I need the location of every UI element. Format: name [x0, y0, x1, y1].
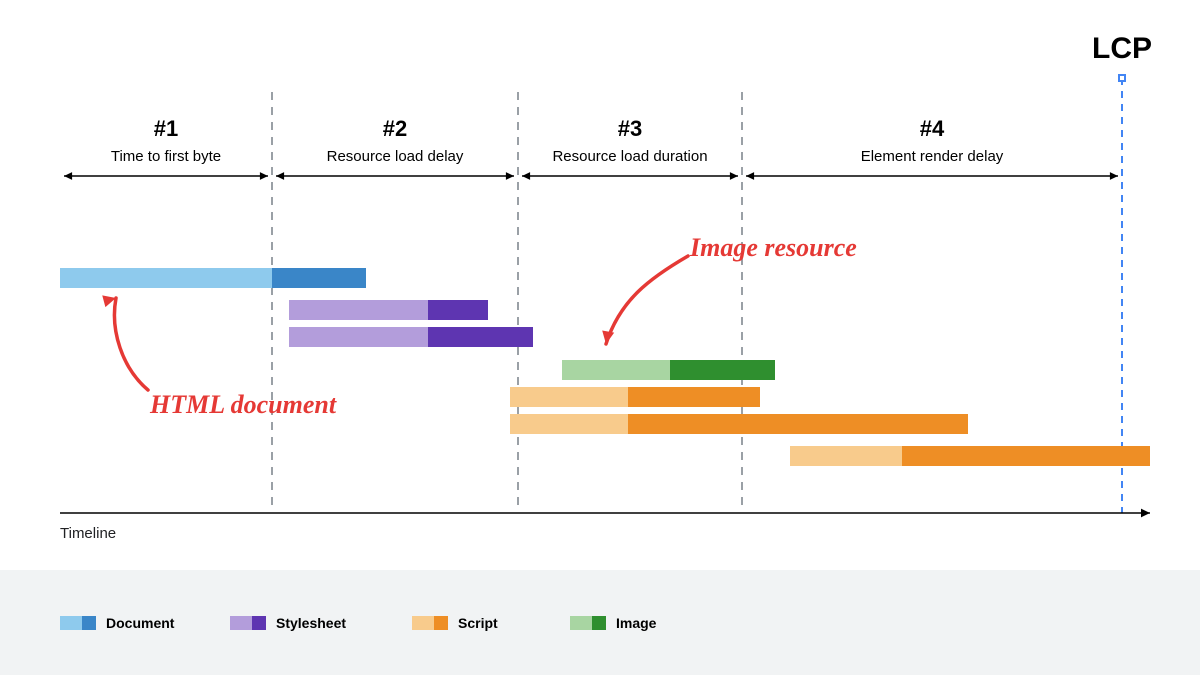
bar-document-light	[60, 268, 272, 288]
phase-3-subtitle: Resource load duration	[552, 148, 707, 165]
phase-1-subtitle: Time to first byte	[111, 148, 221, 165]
phase-4-title: #4	[920, 116, 944, 142]
annotation-html-document-arrow	[114, 298, 148, 390]
annotation-image-resource: Image resource	[690, 233, 857, 263]
phase-3-title: #3	[618, 116, 642, 142]
legend-swatch	[570, 616, 606, 630]
bar-js-3-light	[790, 446, 902, 466]
bar-css-2-light	[289, 327, 428, 347]
legend-swatch	[230, 616, 266, 630]
legend-label: Document	[106, 615, 174, 631]
phase-2-title: #2	[383, 116, 407, 142]
phase-2-subtitle: Resource load delay	[327, 148, 464, 165]
legend-item-stylesheet: Stylesheet	[230, 615, 346, 631]
annotation-html-document: HTML document	[150, 390, 336, 420]
bar-js-1-light	[510, 387, 628, 407]
bar-image-dark	[670, 360, 775, 380]
bar-js-2-dark	[628, 414, 968, 434]
legend-label: Stylesheet	[276, 615, 346, 631]
bar-js-2-light	[510, 414, 628, 434]
lcp-marker	[1119, 75, 1125, 81]
legend-swatch	[412, 616, 448, 630]
bar-document-dark	[272, 268, 366, 288]
legend-item-document: Document	[60, 615, 174, 631]
bar-js-3-dark	[902, 446, 1150, 466]
bar-css-1-dark	[428, 300, 488, 320]
annotation-image-resource-arrow	[606, 256, 688, 344]
bar-js-1-dark	[628, 387, 760, 407]
lcp-label: LCP	[1092, 32, 1152, 66]
timeline-label: Timeline	[60, 525, 116, 542]
legend-swatch	[60, 616, 96, 630]
legend-label: Script	[458, 615, 498, 631]
legend-item-image: Image	[570, 615, 656, 631]
legend-label: Image	[616, 615, 656, 631]
phase-1-title: #1	[154, 116, 178, 142]
bar-css-2-dark	[428, 327, 533, 347]
bar-image-light	[562, 360, 670, 380]
phase-4-subtitle: Element render delay	[861, 148, 1004, 165]
bar-css-1-light	[289, 300, 428, 320]
legend-item-script: Script	[412, 615, 498, 631]
